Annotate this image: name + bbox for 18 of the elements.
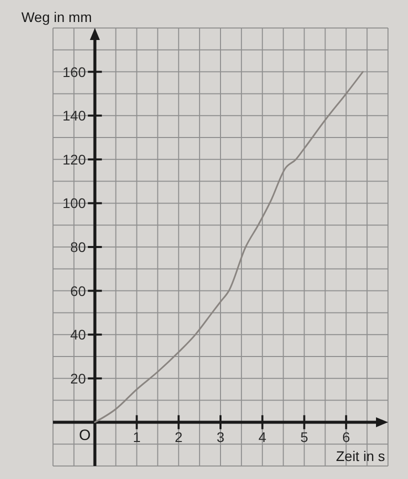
y-tick-label: 140: [62, 108, 86, 124]
y-tick-label: 100: [62, 195, 86, 212]
y-tick-label: 80: [70, 239, 86, 255]
y-tick-label: 20: [70, 370, 86, 386]
y-tick-label: 40: [70, 326, 86, 343]
x-tick-label: 4: [258, 429, 266, 446]
y-tick-label: 160: [62, 64, 86, 80]
x-tick-label: 3: [216, 429, 225, 446]
annotation: O: [79, 427, 91, 444]
x-tick-label: 1: [132, 429, 141, 446]
x-axis-title: Zeit in s: [336, 448, 385, 464]
x-tick-label: 5: [300, 429, 308, 446]
line-series: [94, 71, 364, 423]
y-axis-title: Weg in mm: [21, 9, 92, 25]
y-tick-label: 120: [62, 151, 86, 168]
x-tick-label: 6: [342, 429, 350, 446]
y-tick-label: 60: [70, 282, 86, 299]
x-tick-label: 2: [174, 429, 183, 446]
